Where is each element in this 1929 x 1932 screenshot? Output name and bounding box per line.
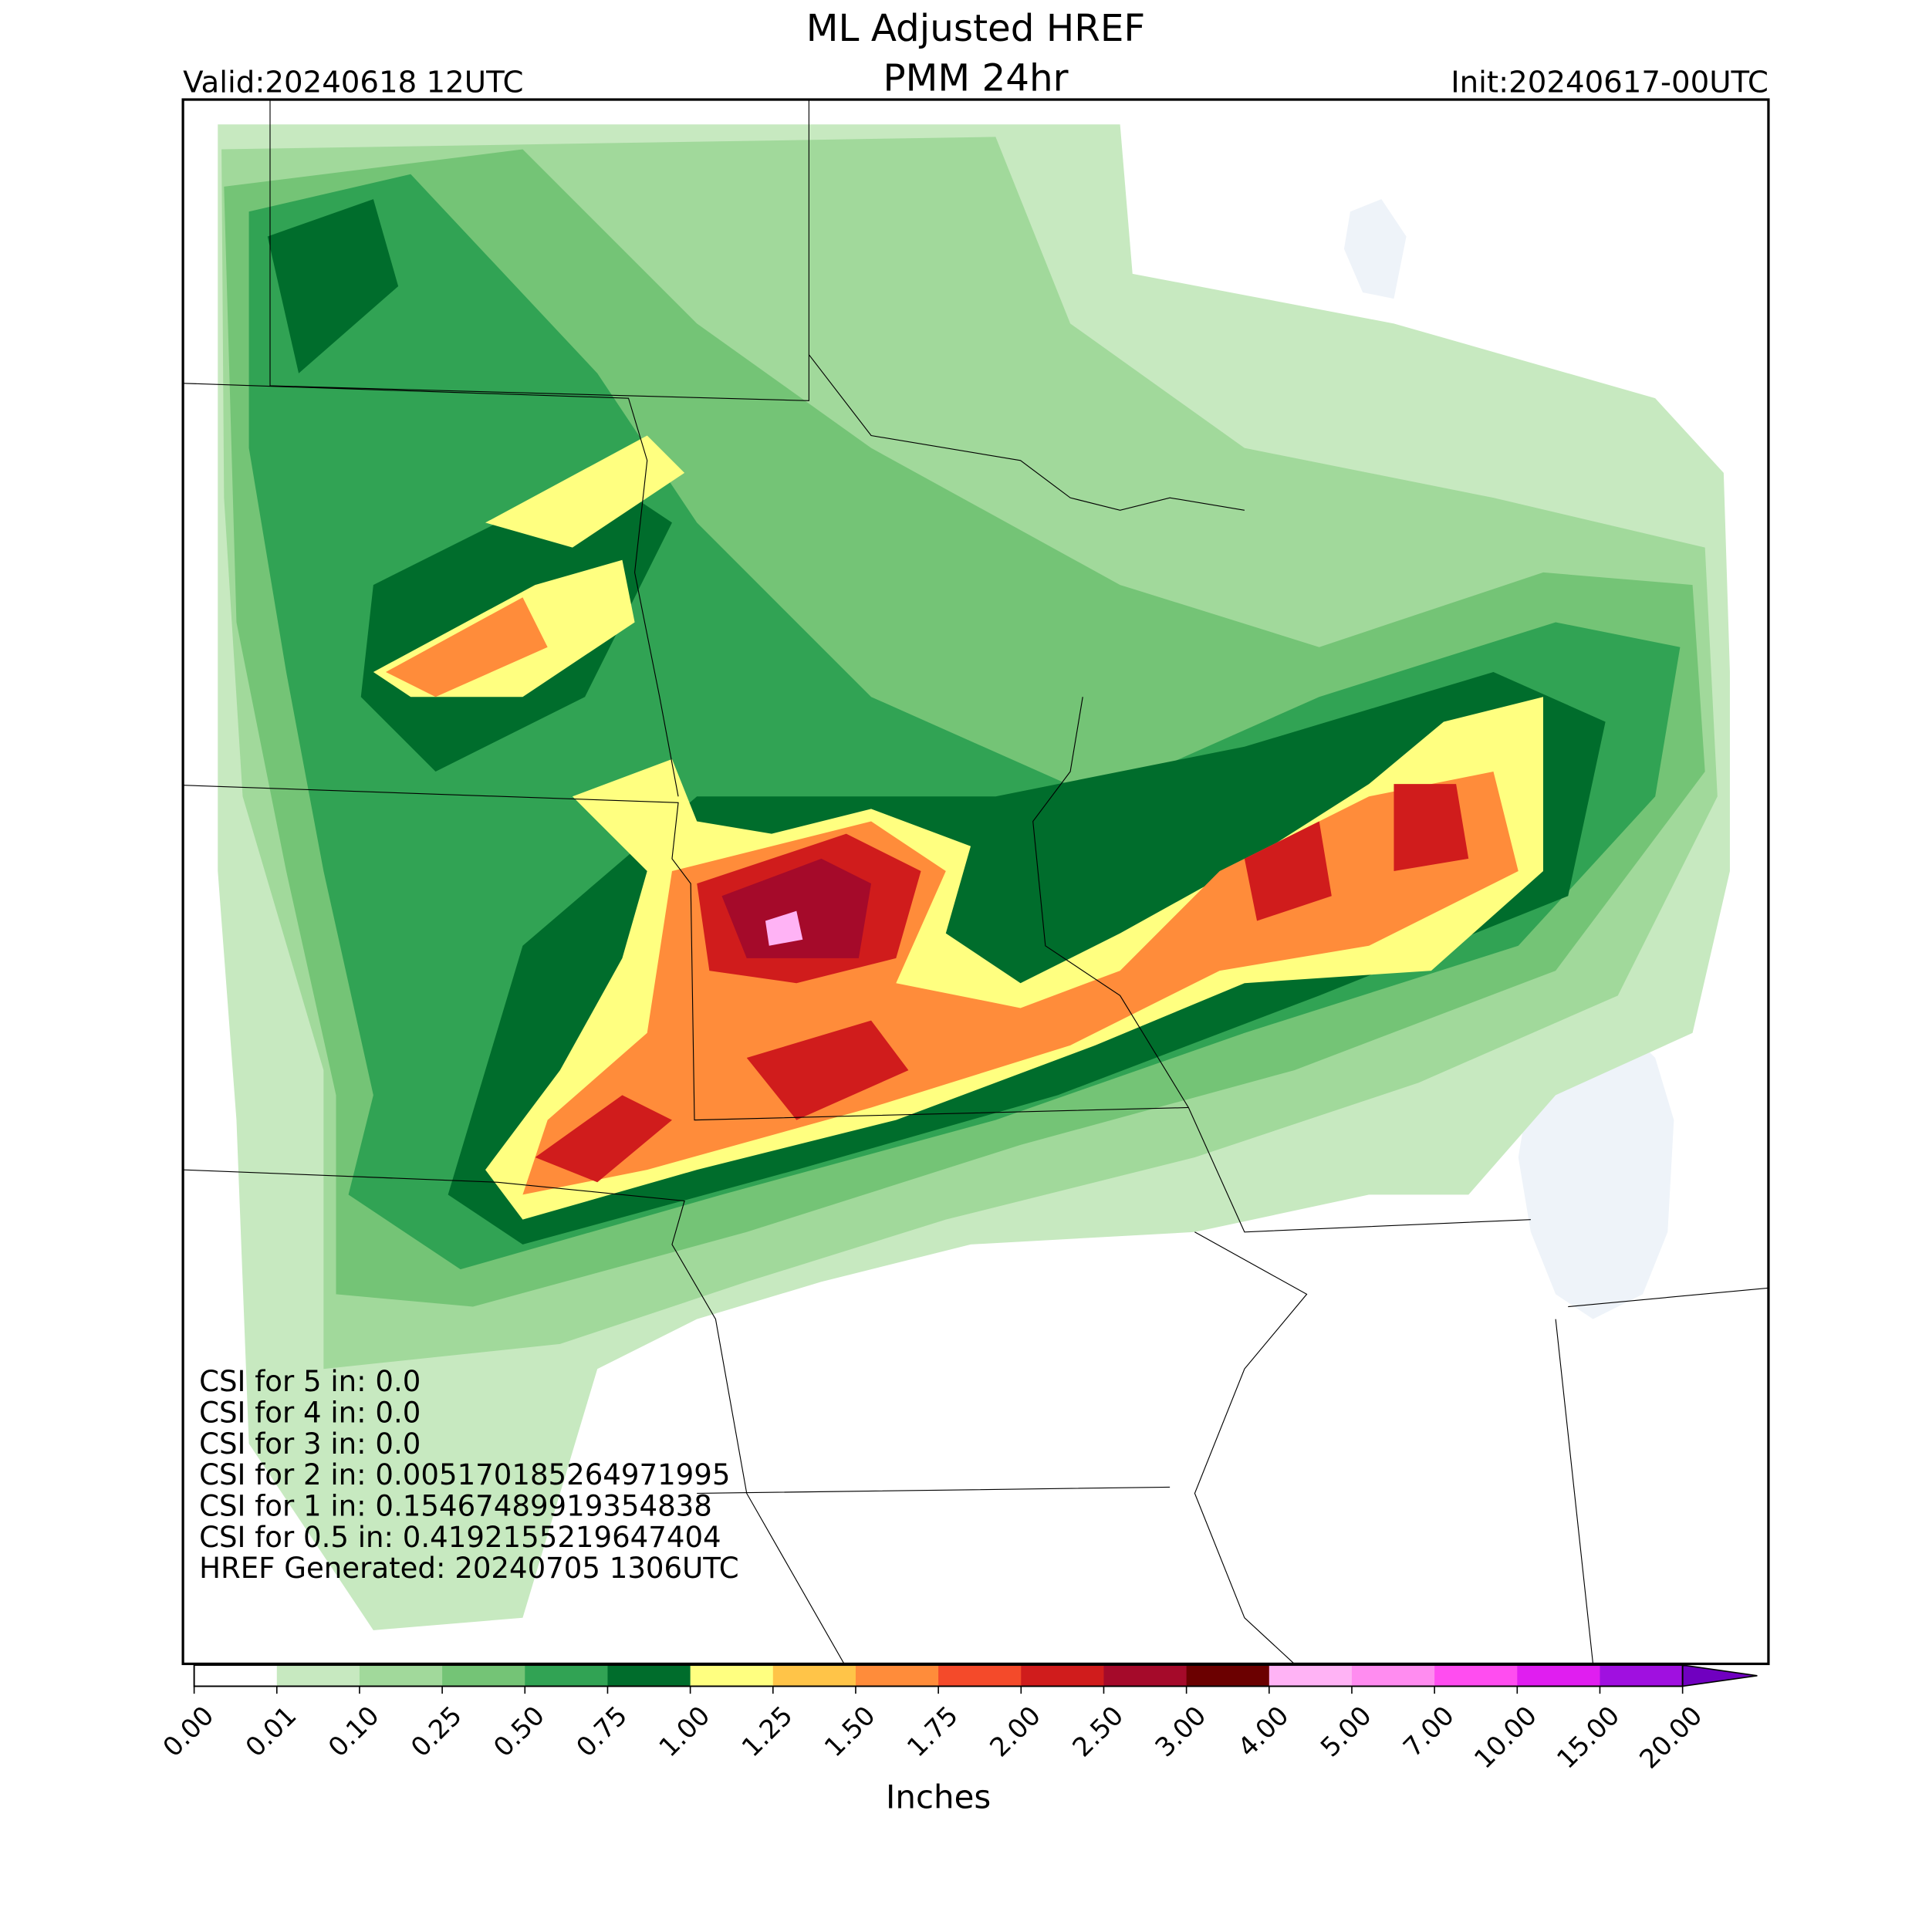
title: PMM 24hr — [883, 57, 1068, 100]
colorbar-segment — [194, 1665, 278, 1687]
stat-line: CSI for 5 in: 0.0 — [199, 1365, 421, 1398]
colorbar-tick-label: 0.00 — [157, 1701, 220, 1763]
border — [697, 354, 1769, 1664]
colorbar-tick-label: 0.25 — [405, 1701, 468, 1763]
colorbar-segment — [1600, 1665, 1684, 1687]
colorbar-tick-label: 2.50 — [1066, 1701, 1129, 1763]
colorbar-tick-label: 7.00 — [1397, 1701, 1460, 1763]
colorbar-extend — [1681, 1664, 1758, 1687]
colorbar-tick-label: 2.00 — [984, 1701, 1046, 1763]
stat-line: CSI for 1 in: 0.15467489919354838 — [199, 1490, 712, 1523]
borders — [183, 100, 1769, 1664]
colorbar-tick-label: 4.00 — [1232, 1701, 1295, 1763]
colorbar-segment — [690, 1665, 774, 1687]
map-frame — [181, 98, 1770, 1666]
colorbar-tick-label: 1.50 — [819, 1701, 881, 1763]
valid-time: Valid:20240618 12UTC — [183, 65, 523, 100]
colorbar-segment — [525, 1665, 609, 1687]
stat-line: HREF Generated: 20240705 1306UTC — [199, 1552, 739, 1585]
precip-heavy — [267, 199, 1606, 1245]
stat-line: CSI for 2 in: 0.005170185264971995 — [199, 1458, 730, 1491]
colorbar-tick-label: 1.75 — [901, 1701, 964, 1763]
colorbar-segment — [772, 1665, 856, 1687]
colorbar-segment — [1269, 1665, 1353, 1687]
colorbar-segment — [1351, 1665, 1435, 1687]
colorbar-tick-label: 5.00 — [1315, 1701, 1377, 1763]
colorbar-tick-label: 0.01 — [240, 1701, 302, 1763]
colorbar-segment — [276, 1665, 360, 1687]
colorbar-segment — [607, 1665, 691, 1687]
colorbar-tick-label: 0.75 — [570, 1701, 633, 1763]
colorbar-tick-label: 1.25 — [736, 1701, 799, 1763]
map — [183, 100, 1769, 1664]
colorbar-segment — [1103, 1665, 1187, 1687]
colorbar-segment — [1186, 1665, 1270, 1687]
lake — [1343, 199, 1407, 299]
lake — [1518, 1020, 1674, 1319]
colorbar-tick-label: 1.00 — [654, 1701, 716, 1763]
stat-line: CSI for 3 in: 0.0 — [199, 1427, 421, 1461]
colorbar: 0.00 0.01 0.10 0.25 0.50 0.75 1.00 1.25 1.50 1.75… — [157, 1664, 1758, 1775]
stat-line: CSI for 0.5 in: 0.4192155219647404 — [199, 1521, 721, 1554]
colorbar-tick-label: 0.50 — [488, 1701, 550, 1763]
colorbar-label: Inches — [886, 1778, 991, 1816]
colorbar-tick-label: 20.00 — [1633, 1701, 1708, 1775]
title: ML Adjusted HREF — [806, 7, 1146, 50]
stat-line: CSI for 4 in: 0.0 — [199, 1397, 421, 1430]
colorbar-tick-label: 3.00 — [1150, 1701, 1212, 1763]
precip-3in — [721, 858, 872, 958]
precip-4in — [765, 910, 803, 946]
colorbar-segment — [855, 1665, 939, 1687]
colorbar-tick-label: 10.00 — [1468, 1701, 1542, 1775]
precip-1-5in — [386, 597, 1519, 1195]
colorbar-segment — [938, 1665, 1022, 1687]
init-time: Init:20240617-00UTC — [1451, 65, 1769, 100]
colorbar-segment — [359, 1665, 443, 1687]
colorbar-tick-label: 15.00 — [1551, 1701, 1625, 1775]
colorbar-segment — [1434, 1665, 1519, 1687]
colorbar-segment — [1517, 1665, 1601, 1687]
colorbar-segment — [442, 1665, 526, 1687]
border — [183, 100, 1189, 1664]
colorbar-segment — [1021, 1665, 1105, 1687]
colorbar-tick-label: 0.10 — [323, 1701, 385, 1763]
